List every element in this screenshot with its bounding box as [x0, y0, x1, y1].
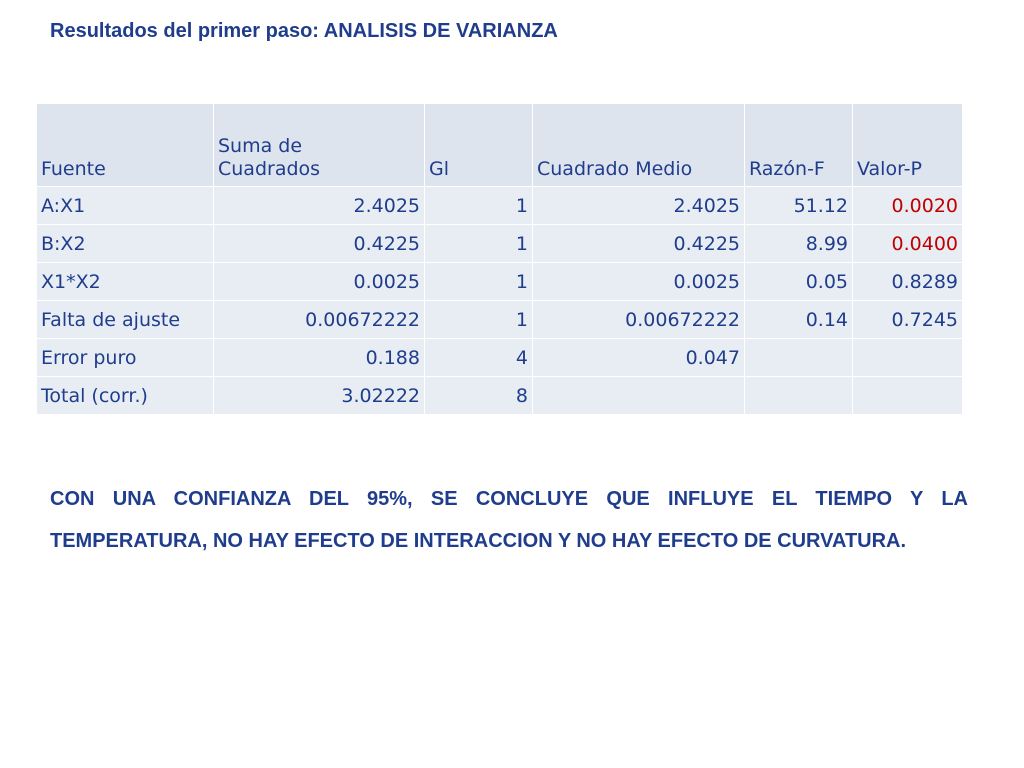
degrees-of-freedom-cell: 4 [424, 338, 533, 377]
f-ratio-cell [744, 376, 853, 415]
sum-of-squares-cell: 3.02222 [213, 376, 425, 415]
column-header-valor-p: Valor-P [852, 103, 963, 187]
row-source: B:X2 [36, 224, 214, 263]
anova-table: Fuente Suma de Cuadrados Gl Cuadrado Med… [36, 103, 963, 415]
column-header-fuente: Fuente [36, 103, 214, 187]
row-source: Total (corr.) [36, 376, 214, 415]
p-value-cell: 0.8289 [852, 262, 963, 301]
degrees-of-freedom-cell: 1 [424, 300, 533, 339]
row-source: Error puro [36, 338, 214, 377]
mean-square-cell: 0.00672222 [532, 300, 745, 339]
mean-square-cell: 2.4025 [532, 186, 745, 225]
degrees-of-freedom-cell: 1 [424, 262, 533, 301]
f-ratio-cell [744, 338, 853, 377]
degrees-of-freedom-cell: 8 [424, 376, 533, 415]
sum-of-squares-cell: 0.4225 [213, 224, 425, 263]
degrees-of-freedom-cell: 1 [424, 224, 533, 263]
mean-square-cell: 0.0025 [532, 262, 745, 301]
row-source: Falta de ajuste [36, 300, 214, 339]
f-ratio-cell: 51.12 [744, 186, 853, 225]
column-header-cuadrado-medio: Cuadrado Medio [532, 103, 745, 187]
f-ratio-cell: 8.99 [744, 224, 853, 263]
table-row: Total (corr.) 3.02222 8 [36, 376, 963, 415]
p-value-cell: 0.0400 [852, 224, 963, 263]
sum-of-squares-cell: 0.188 [213, 338, 425, 377]
conclusion-text: CON UNA CONFIANZA DEL 95%, SE CONCLUYE Q… [50, 488, 968, 552]
p-value-cell: 0.0020 [852, 186, 963, 225]
sum-of-squares-cell: 0.0025 [213, 262, 425, 301]
f-ratio-cell: 0.05 [744, 262, 853, 301]
column-header-razon-f: Razón-F [744, 103, 853, 187]
f-ratio-cell: 0.14 [744, 300, 853, 339]
p-value-cell: 0.7245 [852, 300, 963, 339]
row-source: X1*X2 [36, 262, 214, 301]
mean-square-cell: 0.4225 [532, 224, 745, 263]
row-source: A:X1 [36, 186, 214, 225]
table-row: B:X2 0.4225 1 0.4225 8.99 0.0400 [36, 224, 963, 263]
table-row: X1*X2 0.0025 1 0.0025 0.05 0.8289 [36, 262, 963, 301]
sum-of-squares-cell: 2.4025 [213, 186, 425, 225]
table-row: A:X1 2.4025 1 2.4025 51.12 0.0020 [36, 186, 963, 225]
degrees-of-freedom-cell: 1 [424, 186, 533, 225]
column-header-gl: Gl [424, 103, 533, 187]
mean-square-cell: 0.047 [532, 338, 745, 377]
table-header-row: Fuente Suma de Cuadrados Gl Cuadrado Med… [36, 103, 963, 187]
p-value-cell [852, 338, 963, 377]
page-title: Resultados del primer paso: ANALISIS DE … [50, 20, 558, 42]
table-row: Falta de ajuste 0.00672222 1 0.00672222 … [36, 300, 963, 339]
column-header-suma-de-cuadrados: Suma de Cuadrados [213, 103, 425, 187]
p-value-cell [852, 376, 963, 415]
mean-square-cell [532, 376, 745, 415]
table-row: Error puro 0.188 4 0.047 [36, 338, 963, 377]
sum-of-squares-cell: 0.00672222 [213, 300, 425, 339]
